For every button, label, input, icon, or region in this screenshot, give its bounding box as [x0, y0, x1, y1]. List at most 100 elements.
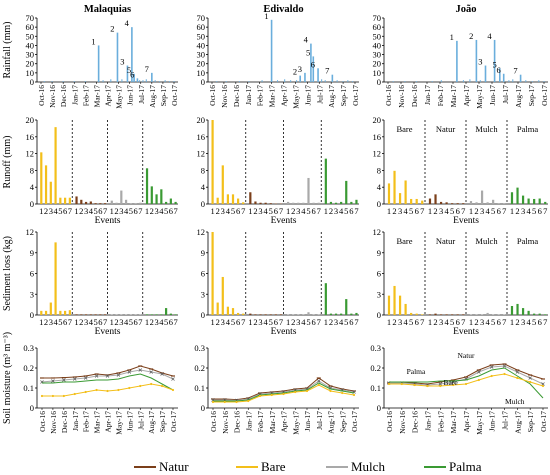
sed-0-event-number: 5 [58, 317, 62, 327]
runoff-1-bar-natur [264, 202, 267, 204]
legend-label-mulch: Mulch [351, 459, 385, 474]
rain-1-rain-bar [324, 80, 326, 82]
sed-2-bar-mulch [492, 314, 495, 315]
sed-2-bar-bare [387, 295, 391, 315]
rain-0-rain-bar [73, 81, 75, 82]
sed-2-event-number: 2 [474, 317, 478, 327]
sed-1-event-number: 2 [291, 317, 295, 327]
rain-2-event-label: 2 [469, 31, 473, 41]
rain-0-ytick-label: 0 [30, 77, 34, 87]
rain-1-event-label: 4 [304, 35, 309, 45]
rain-0-xtick-label: May-17 [115, 85, 124, 109]
sed-2-ytick-label: 6 [377, 269, 381, 279]
rain-0-rain-bar [154, 80, 156, 82]
runoff-2-event-number: 5 [532, 206, 536, 216]
rain-1-rain-bar [296, 80, 298, 82]
runoff-2-bar-natur [439, 201, 443, 204]
runoff-2-event-number: 7 [502, 206, 506, 216]
sed-1-bar-bare [231, 308, 235, 315]
runoff-1-ytick-label: 0 [201, 199, 205, 209]
runoff-1-event-number: 5 [306, 206, 310, 216]
rain-1-event-bar [270, 19, 273, 82]
rain-2-event-label: 4 [487, 31, 492, 41]
runoff-0-bar-palma [169, 198, 172, 204]
sed-1-bar-natur [274, 314, 277, 315]
soil-1-xtick-label: Feb-17 [256, 411, 265, 432]
sed-2-event-number: 1 [428, 317, 432, 327]
rain-0-ytick-label: 10 [26, 68, 35, 78]
runoff-0-ytick-label: 12 [26, 149, 35, 159]
sed-2-bar-mulch [503, 314, 506, 315]
soil-0-xtick-label: Apr-17 [104, 411, 113, 433]
runoff-1-bar-palma [355, 199, 358, 204]
sed-0-event-number: 2 [150, 317, 154, 327]
rain-0-event-bar [126, 65, 129, 82]
sed-0-ytick-label: 0 [30, 310, 34, 320]
sed-1-event-number: 4 [226, 317, 231, 327]
runoff-2-event-number: 2 [433, 206, 437, 216]
soil-2-xtick-label: Oct-16 [385, 411, 394, 432]
soil-2-point-bare [439, 384, 442, 388]
runoff-1-xlabel: Events [271, 216, 297, 226]
sed-2-bar-bare [393, 285, 396, 315]
rain-0-rain-bar [84, 81, 86, 82]
sed-1-event-number: 2 [329, 317, 333, 327]
rain-0-rain-bar [145, 79, 147, 82]
sed-1-event-number: 5 [306, 317, 310, 327]
rain-0-rain-bar [121, 79, 123, 82]
rain-1-xtick-label: Nov-16 [220, 85, 229, 108]
rain-0-rain-bar [139, 80, 141, 82]
rain-0-xtick-label: Jun-17 [126, 85, 135, 106]
sed-0-bar-mulch [124, 314, 128, 315]
rain-1-xtick-label: Sep-17 [339, 85, 348, 106]
rain-2-rain-bar [508, 80, 510, 82]
sed-2-ytick-label: 0 [377, 310, 381, 320]
rain-1-xtick-label: Oct-17 [351, 85, 360, 106]
sed-1-event-number: 1 [286, 317, 290, 327]
soil-0-xtick-label: Mar-17 [93, 411, 102, 434]
runoff-0-bar-bare [40, 152, 43, 204]
runoff-0-event-number: 2 [114, 206, 118, 216]
soil-1-ytick-label: 0.1 [194, 383, 205, 393]
rain-0-event-label: 7 [145, 64, 149, 74]
rain-2-ytick-label: 20 [373, 59, 382, 69]
runoff-0-xlabel: Events [95, 216, 121, 226]
sed-1-bar-bare [236, 312, 240, 315]
soil-0-point-bare [117, 388, 120, 392]
sed-1-event-number: 3 [258, 317, 262, 327]
soil-1-xtick-label: Mar-17 [268, 411, 277, 434]
soil-1-point-bare [258, 394, 262, 398]
sed-0-bar-palma [145, 314, 149, 315]
sed-0-bar-bare [68, 310, 71, 315]
sed-1-bar-bare [211, 232, 214, 315]
sed-0-ytick-label: 9 [30, 248, 34, 258]
runoff-2-event-number: 4 [444, 206, 449, 216]
rain-1-title: Edivaldo [263, 4, 303, 15]
sed-2-bar-bare [415, 313, 418, 315]
runoff-0-bar-palma [155, 194, 158, 204]
rain-2-rain-bar [431, 81, 433, 82]
soil-0-point-bare [40, 394, 44, 398]
sed-1-event-number: 1 [210, 317, 214, 327]
sed-1-event-number: 6 [311, 317, 315, 327]
runoff-1-bar-mulch [297, 202, 300, 204]
sed-0-bar-bare [64, 310, 67, 315]
rain-2-xtick-label: Jan-17 [423, 85, 432, 105]
soil-1-point-bare [211, 400, 215, 404]
runoff-2-event-number: 3 [398, 206, 402, 216]
rain-1-xtick-label: Oct-16 [208, 85, 217, 106]
soil-1-point-bare [247, 399, 250, 403]
runoff-0-ytick-label: 0 [30, 199, 34, 209]
runoff-2-group-label: Bare [396, 124, 412, 134]
sed-0-event-number: 6 [98, 317, 102, 327]
sed-2-event-number: 5 [409, 317, 413, 327]
sed-0-ytick-label: 12 [26, 227, 35, 237]
rain-1-rain-bar [284, 79, 286, 82]
soil-0-line-palma [42, 373, 174, 391]
rain-1-xtick-label: Apr-17 [280, 85, 289, 107]
sed-1-bar-bare [216, 302, 219, 315]
sed-0-event-number: 1 [110, 317, 114, 327]
rain-0-rain-bar [169, 81, 171, 82]
runoff-2-bar-palma [510, 192, 514, 204]
